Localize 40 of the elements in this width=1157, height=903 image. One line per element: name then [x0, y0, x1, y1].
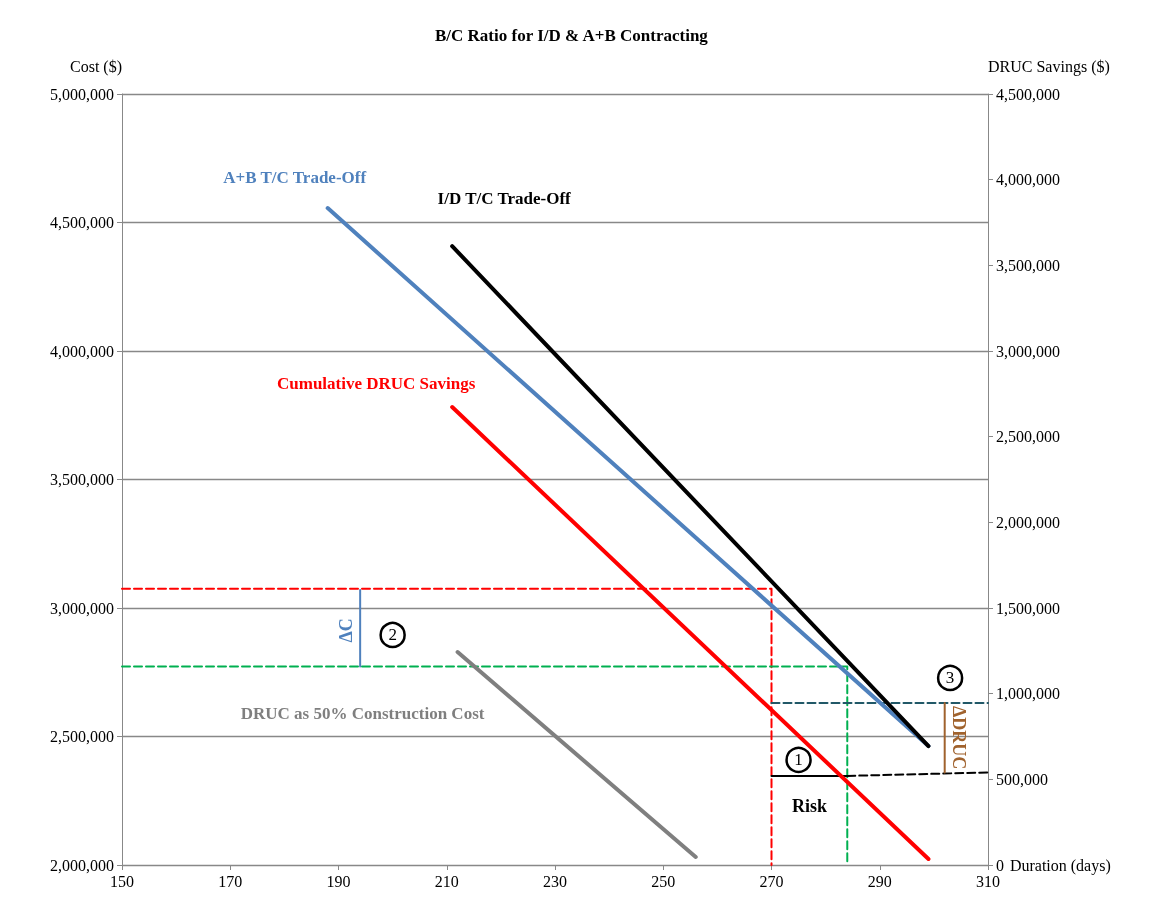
y-tick-label: 3,000,000	[50, 599, 114, 617]
y2-tick-label: 3,000,000	[996, 342, 1060, 360]
y-tick-label: 4,000,000	[50, 342, 114, 360]
y-tick-label: 5,000,000	[50, 85, 114, 103]
series-label: Cumulative DRUC Savings	[276, 373, 476, 393]
x-tick-label: 170	[218, 872, 243, 890]
y2-tick-label: 2,000,000	[996, 513, 1060, 531]
y-axis-title: Cost ($)	[70, 57, 122, 76]
x-tick-label: 150	[110, 872, 134, 890]
chart-title: B/C Ratio for I/D & A+B Contracting	[435, 26, 709, 45]
y-tick-label: 2,000,000	[50, 856, 114, 874]
y2-tick-label: 4,000,000	[996, 171, 1060, 189]
series-label: DRUC as 50% Construction Cost	[240, 703, 485, 723]
x-tick-label: 230	[543, 872, 567, 890]
text: A+B T/C Trade-Off	[223, 167, 367, 187]
annotation: 1	[794, 750, 803, 770]
y2-tick-label: 1,000,000	[996, 685, 1060, 703]
y2-axis-title: DRUC Savings ($)	[988, 57, 1110, 76]
annotation: Risk	[791, 795, 827, 816]
annotation: ΔDRUC	[948, 706, 969, 770]
x-tick-label: 190	[326, 872, 351, 890]
x-tick-label: 310	[976, 872, 1000, 890]
y2-tick-label: 1,500,000	[996, 599, 1060, 617]
text: I/D T/C Trade-Off	[437, 188, 572, 208]
x-tick-label: 290	[867, 872, 892, 890]
y2-tick-label: 500,000	[996, 770, 1048, 788]
x-tick-label: 210	[434, 872, 459, 890]
annotation: 3	[945, 668, 955, 688]
y-tick-label: 3,500,000	[50, 471, 114, 488]
annotation: 2	[388, 625, 397, 645]
x-tick-label: 270	[759, 872, 784, 890]
y-tick-label: 2,500,000	[50, 728, 114, 745]
y2-tick-label: 4,500,000	[996, 85, 1060, 103]
y2-tick-label: 2,500,000	[996, 428, 1060, 446]
x-tick-label: 250	[651, 872, 676, 890]
y2-tick-label: 3,500,000	[996, 256, 1060, 274]
x-axis-title: Duration (days)	[1009, 856, 1111, 875]
annotation: ΔC	[336, 618, 357, 643]
y2-tick-label: 0	[996, 856, 1004, 874]
y-tick-label: 4,500,000	[50, 214, 114, 231]
